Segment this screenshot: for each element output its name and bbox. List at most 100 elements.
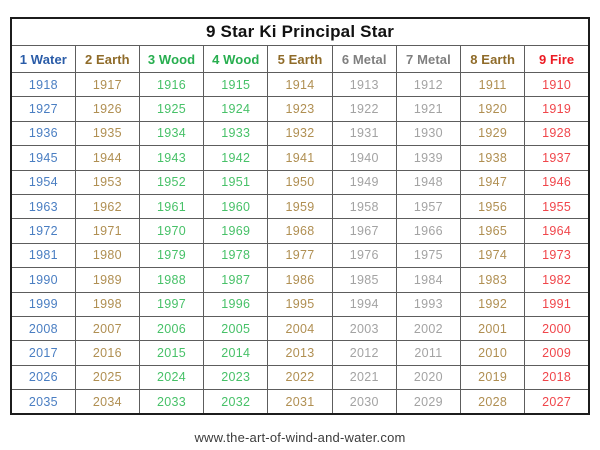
year-cell: 1971 bbox=[74, 218, 140, 244]
table-body: 1918 1917 1916 1915 1914 1913 1912 1911 1910 1927… bbox=[10, 71, 590, 415]
year-cell: 1912 bbox=[395, 71, 462, 98]
year-cell: 2006 bbox=[138, 315, 205, 342]
year-cell: 1973 bbox=[524, 242, 590, 269]
year-cell: 1987 bbox=[203, 267, 269, 293]
year-cell: 1914 bbox=[267, 71, 333, 98]
year-cell: 1970 bbox=[138, 218, 205, 244]
year-cell: 1947 bbox=[460, 169, 526, 195]
year-cell: 2011 bbox=[395, 340, 462, 366]
year-cell: 1988 bbox=[138, 267, 205, 293]
year-cell: 2019 bbox=[460, 364, 526, 391]
column-header-7-metal: 7 Metal bbox=[395, 45, 462, 73]
year-cell: 1940 bbox=[331, 145, 397, 171]
table-row: 1972 1971 1970 1969 1968 1967 1966 1965 1964 bbox=[10, 218, 590, 244]
year-cell: 1980 bbox=[74, 242, 140, 269]
year-cell: 1967 bbox=[331, 218, 397, 244]
year-cell: 1972 bbox=[10, 218, 76, 244]
year-cell: 1978 bbox=[203, 242, 269, 269]
year-cell: 2034 bbox=[74, 389, 140, 415]
table-row: 2035 2034 2033 2032 2031 2030 2029 2028 2027 bbox=[10, 389, 590, 415]
website-url: www.the-art-of-wind-and-water.com bbox=[194, 430, 406, 445]
table-header-row: 1 Water 2 Earth 3 Wood 4 Wood 5 Earth 6 Metal… bbox=[10, 45, 590, 73]
table-title: 9 Star Ki Principal Star bbox=[10, 17, 590, 46]
year-cell: 2001 bbox=[460, 315, 526, 342]
year-cell: 2003 bbox=[331, 315, 397, 342]
table-row: 1918 1917 1916 1915 1914 1913 1912 1911 1910 bbox=[10, 71, 590, 98]
column-header-6-metal: 6 Metal bbox=[331, 45, 397, 73]
column-header-8-earth: 8 Earth bbox=[460, 45, 526, 73]
year-cell: 1911 bbox=[460, 71, 526, 98]
table-row: 2017 2016 2015 2014 2013 2012 2011 2010 2009 bbox=[10, 340, 590, 366]
table-row: 1936 1935 1934 1933 1932 1931 1930 1929 1928 bbox=[10, 120, 590, 147]
year-cell: 1933 bbox=[203, 120, 269, 147]
table-row: 1981 1980 1979 1978 1977 1976 1975 1974 1973 bbox=[10, 242, 590, 269]
year-cell: 2023 bbox=[203, 364, 269, 391]
year-cell: 2009 bbox=[524, 340, 590, 366]
year-cell: 1955 bbox=[524, 193, 590, 220]
year-cell: 1949 bbox=[331, 169, 397, 195]
year-cell: 2008 bbox=[10, 315, 76, 342]
nine-star-ki-table: 9 Star Ki Principal Star 1 Water 2 Earth 3… bbox=[10, 17, 590, 416]
year-cell: 1952 bbox=[138, 169, 205, 195]
year-cell: 1921 bbox=[395, 96, 462, 122]
year-cell: 1917 bbox=[74, 71, 140, 98]
year-cell: 2015 bbox=[138, 340, 205, 366]
year-cell: 1915 bbox=[203, 71, 269, 98]
year-cell: 2002 bbox=[395, 315, 462, 342]
table-row: 1954 1953 1952 1951 1950 1949 1948 1947 1946 bbox=[10, 169, 590, 195]
year-cell: 1922 bbox=[331, 96, 397, 122]
year-cell: 1975 bbox=[395, 242, 462, 269]
column-header-3-wood: 3 Wood bbox=[138, 45, 205, 73]
year-cell: 1958 bbox=[331, 193, 397, 220]
year-cell: 1957 bbox=[395, 193, 462, 220]
year-cell: 1976 bbox=[331, 242, 397, 269]
year-cell: 2014 bbox=[203, 340, 269, 366]
year-cell: 2012 bbox=[331, 340, 397, 366]
year-cell: 1935 bbox=[74, 120, 140, 147]
year-cell: 2013 bbox=[267, 340, 333, 366]
year-cell: 1924 bbox=[203, 96, 269, 122]
year-cell: 1991 bbox=[524, 291, 590, 317]
year-cell: 1959 bbox=[267, 193, 333, 220]
year-cell: 1977 bbox=[267, 242, 333, 269]
year-cell: 1979 bbox=[138, 242, 205, 269]
year-cell: 2018 bbox=[524, 364, 590, 391]
year-cell: 1910 bbox=[524, 71, 590, 98]
year-cell: 1930 bbox=[395, 120, 462, 147]
year-cell: 1966 bbox=[395, 218, 462, 244]
year-cell: 1993 bbox=[395, 291, 462, 317]
table-row: 2026 2025 2024 2023 2022 2021 2020 2019 2018 bbox=[10, 364, 590, 391]
column-header-2-earth: 2 Earth bbox=[74, 45, 140, 73]
year-cell: 1950 bbox=[267, 169, 333, 195]
year-cell: 1961 bbox=[138, 193, 205, 220]
year-cell: 1919 bbox=[524, 96, 590, 122]
year-cell: 2020 bbox=[395, 364, 462, 391]
year-cell: 1939 bbox=[395, 145, 462, 171]
year-cell: 1962 bbox=[74, 193, 140, 220]
table-row: 1990 1989 1988 1987 1986 1985 1984 1983 1982 bbox=[10, 267, 590, 293]
year-cell: 1986 bbox=[267, 267, 333, 293]
year-cell: 1927 bbox=[10, 96, 76, 122]
year-cell: 2025 bbox=[74, 364, 140, 391]
year-cell: 1953 bbox=[74, 169, 140, 195]
year-cell: 1951 bbox=[203, 169, 269, 195]
year-cell: 1916 bbox=[138, 71, 205, 98]
year-cell: 2000 bbox=[524, 315, 590, 342]
year-cell: 1945 bbox=[10, 145, 76, 171]
year-cell: 2007 bbox=[74, 315, 140, 342]
year-cell: 1942 bbox=[203, 145, 269, 171]
year-cell: 2028 bbox=[460, 389, 526, 415]
year-cell: 2030 bbox=[331, 389, 397, 415]
year-cell: 1937 bbox=[524, 145, 590, 171]
year-cell: 2024 bbox=[138, 364, 205, 391]
column-header-1-water: 1 Water bbox=[10, 45, 76, 73]
table-row: 1927 1926 1925 1924 1923 1922 1921 1920 1919 bbox=[10, 96, 590, 122]
year-cell: 2016 bbox=[74, 340, 140, 366]
year-cell: 2029 bbox=[395, 389, 462, 415]
year-cell: 1960 bbox=[203, 193, 269, 220]
year-cell: 1990 bbox=[10, 267, 76, 293]
year-cell: 1925 bbox=[138, 96, 205, 122]
year-cell: 1926 bbox=[74, 96, 140, 122]
column-header-5-earth: 5 Earth bbox=[267, 45, 333, 73]
